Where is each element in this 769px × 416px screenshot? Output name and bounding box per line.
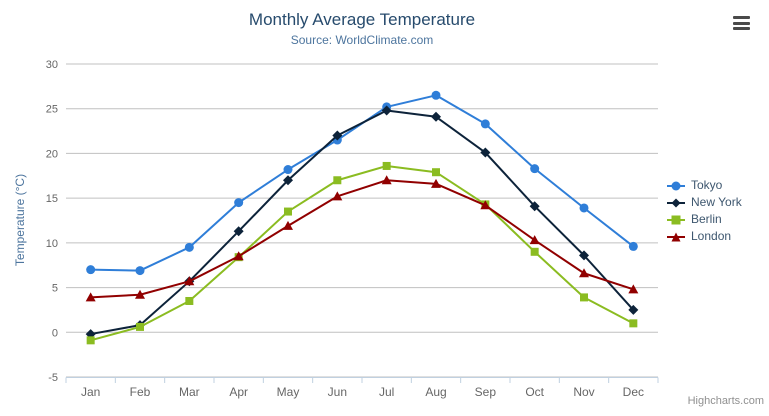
new-york-diamond-marker-icon	[666, 196, 686, 208]
x-axis-labels: Jan Feb Mar Apr May Jun Jul Aug Sep Oct Nov Dec	[81, 385, 644, 399]
export-menu-button[interactable]	[733, 16, 750, 30]
legend-label-tokyo: Tokyo	[691, 177, 723, 192]
berlin-square-marker-icon	[666, 213, 686, 225]
svg-text:10: 10	[46, 238, 58, 250]
svg-text:Feb: Feb	[130, 385, 151, 399]
legend-item-tokyo[interactable]: Tokyo	[666, 176, 742, 193]
legend-item-london[interactable]: London	[666, 227, 742, 244]
series-new-york[interactable]	[85, 105, 639, 340]
legend-item-new-york[interactable]: New York	[666, 193, 742, 210]
legend: Tokyo New York Berlin London	[666, 176, 742, 244]
series-tokyo[interactable]	[86, 90, 638, 276]
svg-text:25: 25	[46, 104, 58, 116]
svg-text:20: 20	[46, 148, 58, 160]
chart-title: Monthly Average Temperature	[248, 10, 476, 29]
svg-text:Dec: Dec	[623, 385, 644, 399]
series-london[interactable]	[85, 175, 639, 302]
legend-label-berlin: Berlin	[691, 211, 722, 226]
svg-text:-5: -5	[48, 372, 58, 384]
tokyo-circle-marker-icon	[666, 179, 686, 191]
svg-text:Nov: Nov	[573, 385, 594, 399]
svg-text:Jun: Jun	[328, 385, 347, 399]
svg-text:Aug: Aug	[425, 385, 446, 399]
hamburger-icon	[733, 16, 750, 19]
svg-text:Jan: Jan	[81, 385, 100, 399]
svg-text:0: 0	[52, 327, 58, 339]
london-triangle-marker-icon	[666, 230, 686, 242]
legend-label-london: London	[691, 228, 732, 243]
legend-item-berlin[interactable]: Berlin	[666, 210, 742, 227]
svg-text:Jul: Jul	[379, 385, 394, 399]
svg-text:May: May	[277, 385, 300, 399]
x-axis	[65, 377, 659, 383]
legend-label-new-york: New York	[691, 194, 742, 209]
svg-text:15: 15	[46, 193, 58, 205]
svg-text:30: 30	[46, 59, 58, 71]
svg-text:Oct: Oct	[525, 385, 544, 399]
svg-text:Sep: Sep	[475, 385, 497, 399]
gridlines	[66, 63, 658, 378]
y-axis-labels: -5 0 5 10 15 20 25 30	[46, 59, 58, 384]
highcharts-credit-link[interactable]: Highcharts.com	[687, 395, 764, 407]
chart-subtitle: Source: WorldClimate.com	[290, 33, 434, 47]
svg-text:Mar: Mar	[179, 385, 200, 399]
svg-text:5: 5	[52, 283, 58, 295]
svg-text:Apr: Apr	[229, 385, 248, 399]
